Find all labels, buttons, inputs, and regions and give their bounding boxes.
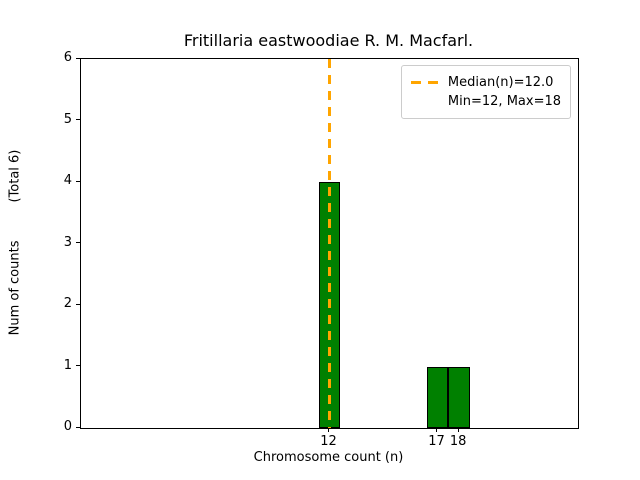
y-tick-mark	[76, 119, 80, 120]
y-tick-label: 6	[63, 50, 72, 65]
legend: Median(n)=12.0 Min=12, Max=18	[400, 65, 571, 119]
y-tick-mark	[76, 426, 80, 428]
chart-title: Fritillaria eastwoodiae R. M. Macfarl.	[183, 31, 474, 50]
y-tick-label: 4	[63, 173, 72, 188]
x-tick-mark	[328, 428, 329, 432]
y-tick-label: 0	[63, 419, 72, 434]
x-tick-label: 18	[449, 434, 467, 449]
legend-row-minmax: Min=12, Max=18	[411, 92, 561, 111]
x-axis-label: Chromosome count (n)	[253, 450, 404, 465]
bar-n18	[448, 366, 470, 428]
legend-entry-minmax: Min=12, Max=18	[447, 94, 561, 109]
x-tick-mark	[436, 428, 438, 432]
y-tick-label: 5	[63, 111, 72, 127]
plot-area: Median(n)=12.0 Min=12, Max=18	[80, 58, 579, 429]
y-tick-mark	[76, 180, 80, 182]
y-tick-mark	[76, 303, 80, 305]
x-tick-mark	[457, 428, 459, 432]
bar-n17	[426, 366, 449, 428]
y-tick-label: 3	[63, 234, 72, 250]
x-tick-label: 12	[320, 434, 337, 449]
y-axis-label: Num of counts (Total 6)	[4, 58, 26, 427]
y-tick-mark	[76, 365, 80, 366]
y-tick-mark	[76, 242, 80, 243]
x-tick-label: 17	[428, 434, 445, 449]
y-tick-label: 1	[63, 357, 72, 373]
y-axis-label-text: Num of counts	[7, 240, 23, 336]
legend-blank-swatch	[411, 100, 439, 103]
legend-row-median: Median(n)=12.0	[410, 73, 561, 92]
median-line-legend-swatch	[410, 81, 439, 84]
y-axis-total-annotation: (Total 6)	[7, 149, 23, 203]
y-tick-mark	[76, 57, 80, 59]
legend-entry-median: Median(n)=12.0	[447, 75, 554, 90]
median-line	[328, 59, 331, 428]
y-tick-label: 2	[63, 296, 72, 311]
